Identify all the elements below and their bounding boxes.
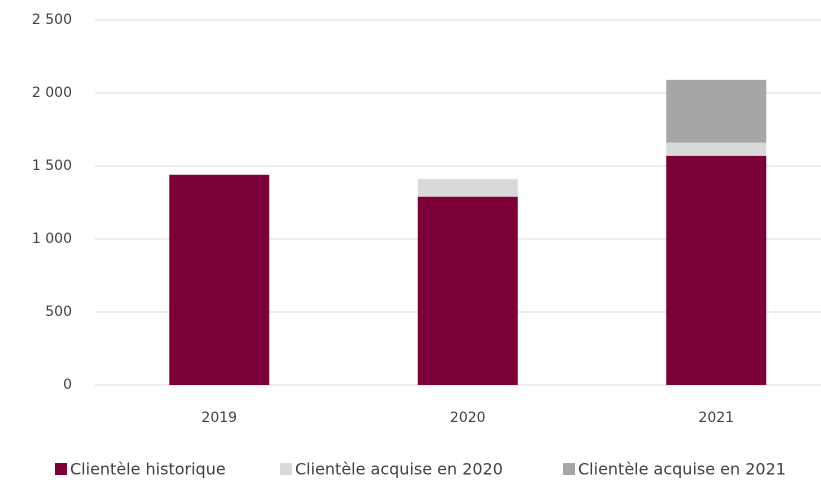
x-tick-label: 2019 xyxy=(201,410,237,426)
bar-segment xyxy=(169,174,270,385)
legend-swatch xyxy=(55,463,67,475)
bar-segment xyxy=(666,142,767,156)
legend: Clientèle historique Clientèle acquise en… xyxy=(55,460,786,479)
bar-segment xyxy=(666,155,767,385)
y-tick-label: 500 xyxy=(45,304,72,320)
legend-label: Clientèle acquise en 2021 xyxy=(578,460,786,479)
y-tick-label: 1 500 xyxy=(32,158,72,174)
y-tick-label: 0 xyxy=(63,377,72,393)
y-tick-label: 2 500 xyxy=(32,12,72,28)
x-tick-label: 2021 xyxy=(698,410,734,426)
bar-segment xyxy=(666,79,767,143)
legend-swatch xyxy=(563,463,575,475)
bar-segment xyxy=(417,179,518,197)
x-tick-label: 2020 xyxy=(450,410,486,426)
bar-segment xyxy=(417,196,518,385)
legend-label: Clientèle historique xyxy=(70,460,226,479)
legend-label: Clientèle acquise en 2020 xyxy=(295,460,503,479)
y-tick-label: 1 000 xyxy=(32,231,72,247)
legend-swatch xyxy=(280,463,292,475)
y-tick-label: 2 000 xyxy=(32,85,72,101)
